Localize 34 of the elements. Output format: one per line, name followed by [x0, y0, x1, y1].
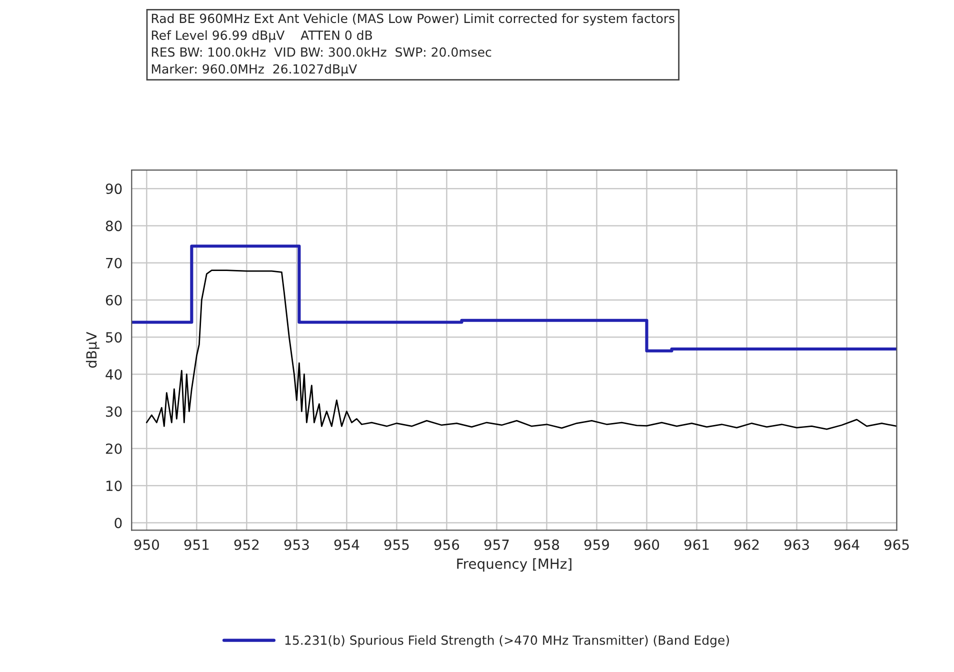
x-tick-label: 951 [184, 539, 209, 550]
y-tick-label: 60 [106, 294, 122, 306]
text: Rad BE 960MHz Ext Ant Vehicle (MAS Low Power) Limit corrected for system factors [152, 13, 674, 26]
y-tick-label: 30 [106, 406, 122, 417]
y-tick-label: 40 [106, 369, 122, 380]
x-tick-label: 954 [334, 539, 360, 550]
x-tick-label: 952 [234, 539, 259, 550]
y-tick-label: 70 [106, 258, 122, 268]
legend-label: 15.231(b) Spurious Field Strength (>470 MHz Transmitter) (Band Edge) [285, 635, 729, 648]
x-tick-label: 953 [284, 539, 309, 550]
text: RES BW: 100.0kHz VID BW: 300.0kHz SWP: 20.0msec [152, 47, 492, 57]
y-tick-label: 80 [106, 220, 122, 232]
y-tick-label: 90 [106, 184, 122, 194]
x-tick-label: 959 [584, 539, 609, 550]
y-tick-label: 20 [106, 443, 122, 454]
x-tick-label: 964 [834, 539, 860, 550]
x-tick-label: 965 [884, 539, 909, 550]
y-tick-label: 10 [106, 480, 122, 492]
x-tick-label: 950 [134, 539, 159, 550]
x-axis-title: Frequency [MHz] [457, 558, 572, 572]
x-tick-label: 956 [434, 539, 460, 550]
x-tick-label: 963 [784, 539, 809, 550]
x-tick-label: 958 [534, 539, 560, 550]
x-tick-label: 955 [384, 539, 409, 550]
line-series [146, 270, 897, 430]
x-tick-label: 961 [684, 539, 709, 550]
text: Marker: 960.0MHz 26.1027dBµV [152, 64, 357, 76]
y-tick-label: 0 [114, 518, 122, 528]
x-tick-label: 960 [634, 539, 660, 550]
text: Ref Level 96.99 dBµV ATTEN 0 dB [152, 30, 372, 42]
y-axis-title: dBµV [86, 332, 100, 368]
x-tick-label: 962 [734, 539, 759, 550]
y-tick-label: 50 [106, 332, 122, 343]
x-tick-label: 957 [484, 539, 509, 550]
